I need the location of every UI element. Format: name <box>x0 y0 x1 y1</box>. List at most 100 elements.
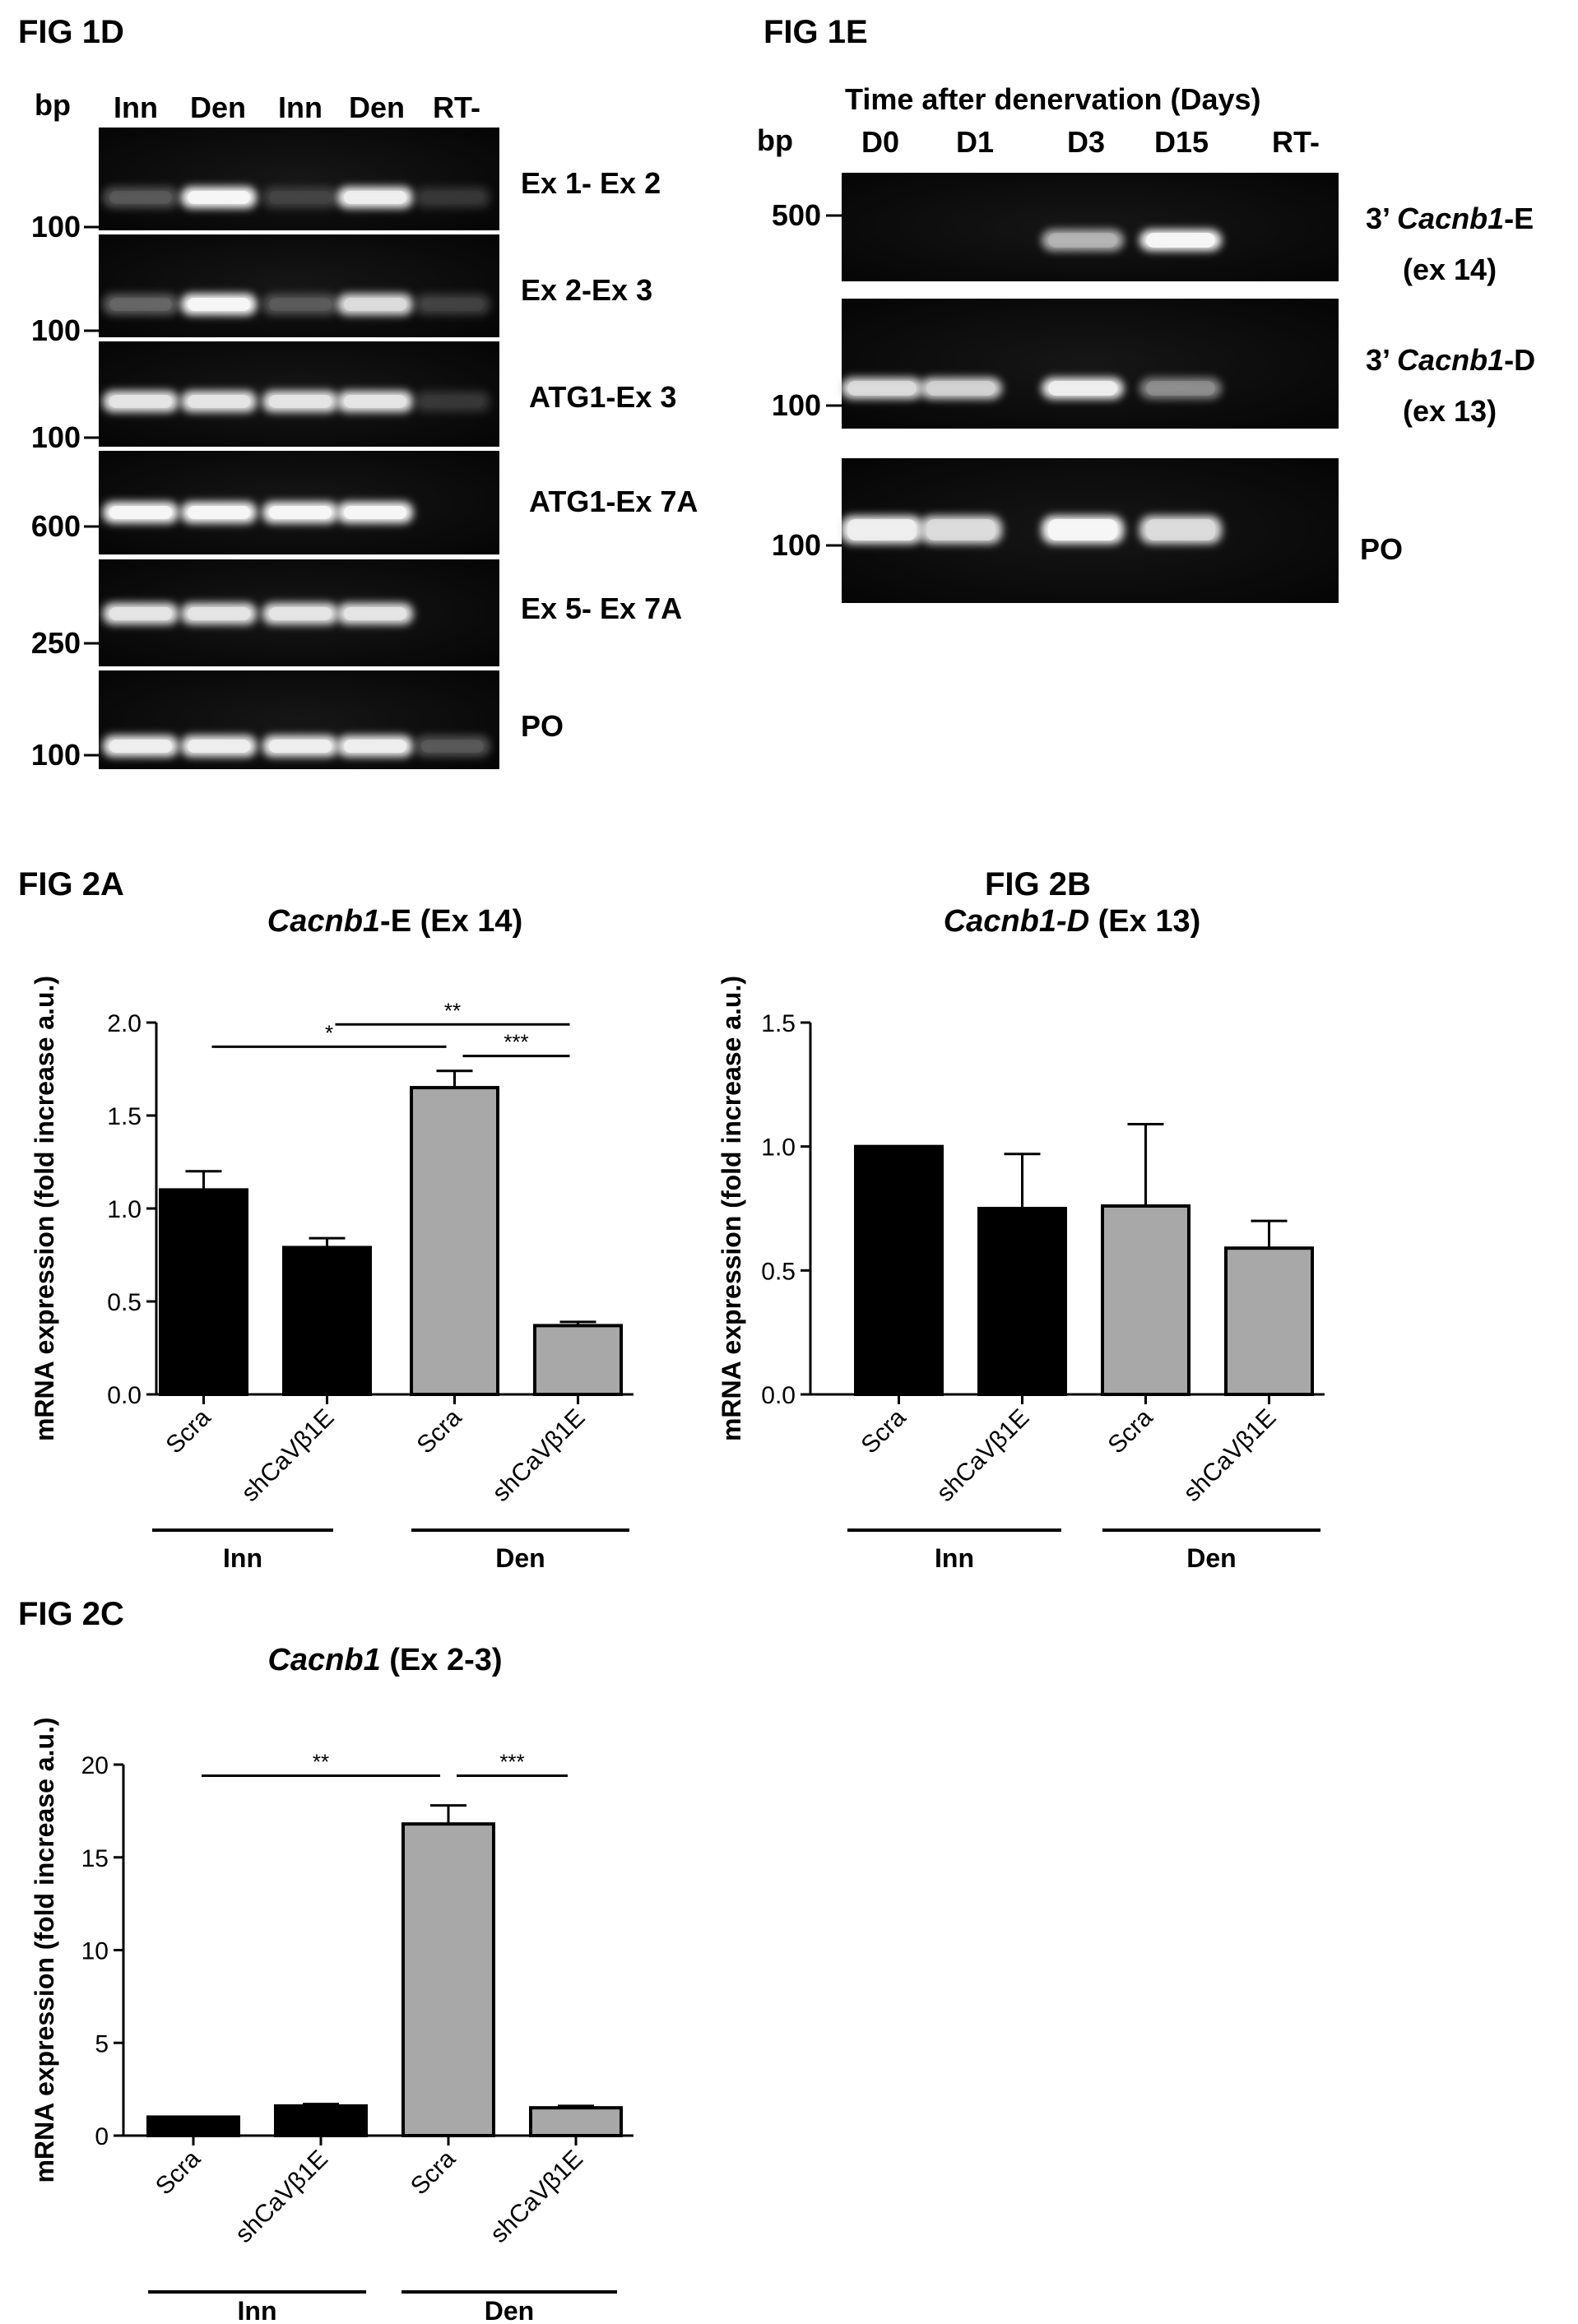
time-header: Time after denervation (Days) <box>845 82 1261 116</box>
gel-band <box>262 294 338 315</box>
lane-label: Inn <box>114 90 158 124</box>
significance-label: *** <box>504 1030 528 1055</box>
chart-title: Cacnb1-E (Ex 14) <box>267 904 522 939</box>
marker-label: 500 <box>772 198 821 232</box>
y-tick-label: 0.5 <box>107 1289 142 1316</box>
chart-title-italic: Cacnb1 <box>267 1643 380 1677</box>
gel-row-label: 3’ Cacnb1-D <box>1366 343 1535 377</box>
gel-band-core <box>421 740 484 753</box>
gel-band-core <box>421 191 484 204</box>
y-tick-label: 2.0 <box>107 1010 142 1037</box>
gel-band-core <box>109 395 172 408</box>
marker-label: 100 <box>31 313 81 347</box>
gel-row-label: Ex 2-Ex 3 <box>521 273 652 307</box>
gel-strip <box>99 128 499 230</box>
gel-row: 100 Ex 2-Ex 3 <box>31 234 652 347</box>
gel-band-core <box>1048 381 1117 396</box>
gel-band-core <box>344 395 406 408</box>
label-prefix: PO <box>1360 532 1403 566</box>
gel-band-core <box>109 740 172 753</box>
gel-band-core <box>109 506 172 519</box>
y-axis-label: mRNA expression (fold increase a.u.) <box>717 976 746 1441</box>
gel-row-label: ATG1-Ex 3 <box>529 380 676 414</box>
gel-row: 100 Ex 1- Ex 2 <box>31 128 661 244</box>
y-tick-label: 1.5 <box>107 1103 142 1130</box>
gel-band-core <box>269 506 332 519</box>
gel-row: 250 Ex 5- Ex 7A <box>31 559 682 666</box>
gel-band-core <box>109 191 172 204</box>
gel-band-core <box>926 381 996 396</box>
marker-label: 100 <box>31 210 81 244</box>
gel-band-core <box>188 395 250 408</box>
gel-band-core <box>109 607 172 620</box>
y-tick-label: 5 <box>95 2030 109 2057</box>
label-prefix: 3’ <box>1366 343 1397 377</box>
gel-row-label: PO <box>521 709 564 743</box>
gel-band-core <box>188 191 250 204</box>
significance-label: *** <box>499 1750 524 1774</box>
gel-row-label: PO <box>1360 532 1403 566</box>
y-axis-label: mRNA expression (fold increase a.u.) <box>30 1717 59 2183</box>
gel-band-core <box>188 506 250 519</box>
lane-label: D15 <box>1154 125 1209 159</box>
gel-band-core <box>847 381 917 396</box>
label-italic: Cacnb1 <box>1397 343 1504 377</box>
gel-band-core <box>1048 233 1117 248</box>
y-tick-label: 15 <box>81 1845 109 1872</box>
gel-row: 500 3’ Cacnb1-E(ex 14) <box>772 173 1534 286</box>
gel-strip <box>842 299 1339 429</box>
y-tick-label: 0.0 <box>107 1382 142 1409</box>
gel-band-core <box>269 395 332 408</box>
gel-band-core <box>926 519 996 540</box>
x-tick-label: Scra <box>406 2145 461 2200</box>
gel-band <box>415 391 490 412</box>
group-label: Den <box>1186 1543 1236 1573</box>
lane-label: Den <box>190 90 246 124</box>
label-suffix: -E <box>1504 202 1534 235</box>
bar <box>977 1207 1067 1396</box>
gel-band <box>415 187 490 208</box>
panel-label: FIG 2C <box>18 1596 124 1632</box>
gel-band-core <box>344 298 406 311</box>
bar <box>1224 1246 1314 1397</box>
y-tick-label: 0.5 <box>761 1258 796 1285</box>
chart-title: Cacnb1 (Ex 2-3) <box>267 1643 502 1677</box>
chart-title-rest: (Ex 13) <box>1089 904 1200 939</box>
bar <box>410 1086 499 1396</box>
label-suffix: -D <box>1504 343 1535 377</box>
x-tick-label: shCaVβ1E <box>230 2145 333 2248</box>
marker-label: 100 <box>31 420 81 454</box>
gel-band-core <box>269 298 332 311</box>
chart-title-italic: Cacnb1-D <box>944 904 1089 939</box>
panel-label-1e: FIG 1E <box>763 14 868 50</box>
gel-band <box>103 294 179 315</box>
gel-band-core <box>1146 519 1215 540</box>
gel-band-core <box>421 395 484 408</box>
label-prefix: 3’ <box>1366 202 1397 235</box>
chart-title-rest: -E (Ex 14) <box>380 904 522 939</box>
gel-band <box>103 187 179 208</box>
lane-label: D3 <box>1067 125 1105 159</box>
marker-label: 100 <box>772 388 821 422</box>
gel-row: 100 ATG1-Ex 3 <box>31 341 676 454</box>
significance-label: * <box>325 1020 333 1045</box>
gel-band-core <box>1146 381 1215 396</box>
bar <box>854 1144 944 1396</box>
panel-label-1d: FIG 1D <box>18 14 124 50</box>
bar <box>1101 1204 1190 1397</box>
y-tick-label: 1.0 <box>761 1134 796 1162</box>
panel-label: FIG 2B <box>985 866 1091 902</box>
gel-band-core <box>344 506 406 519</box>
lane-label: Den <box>349 90 405 124</box>
marker-label: 600 <box>31 509 81 543</box>
gel-band-core <box>847 519 917 540</box>
y-tick-label: 20 <box>81 1752 109 1779</box>
gel-row: 100 PO <box>31 670 564 772</box>
chart-title-italic: Cacnb1 <box>267 904 380 939</box>
gel-band-core <box>188 740 250 753</box>
